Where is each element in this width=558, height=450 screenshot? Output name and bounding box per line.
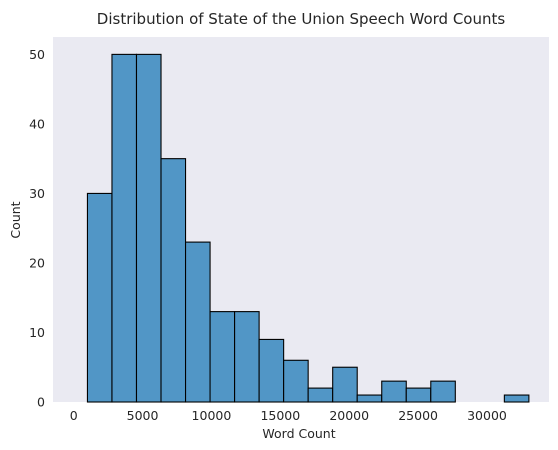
histogram-bar xyxy=(209,311,236,403)
histogram-bar xyxy=(234,311,260,403)
chart-title: Distribution of State of the Union Speec… xyxy=(97,10,506,28)
histogram-bar xyxy=(111,53,138,403)
x-tick-label: 15000 xyxy=(260,408,300,423)
x-tick-label: 0 xyxy=(70,408,78,423)
y-tick-label: 40 xyxy=(29,116,45,131)
histogram-bar xyxy=(135,53,162,403)
histogram-bars xyxy=(86,53,530,403)
x-tick-label: 25000 xyxy=(398,408,438,423)
histogram-bar xyxy=(356,394,383,403)
x-axis-label: Word Count xyxy=(262,426,335,441)
x-tick-labels: 0 5000 10000 15000 20000 25000 30000 xyxy=(70,408,507,423)
histogram-bar xyxy=(381,380,407,403)
x-tick-label: 20000 xyxy=(329,408,369,423)
histogram-bar xyxy=(86,192,113,403)
y-tick-label: 10 xyxy=(29,325,45,340)
y-tick-labels: 0 10 20 30 40 50 xyxy=(29,47,45,410)
histogram-bar xyxy=(258,338,285,403)
x-tick-label: 5000 xyxy=(127,408,159,423)
histogram-bar xyxy=(503,394,530,403)
histogram-bar xyxy=(405,387,432,403)
histogram-bar xyxy=(430,380,456,403)
y-tick-label: 0 xyxy=(37,395,45,410)
histogram-bar xyxy=(307,387,334,403)
histogram-bar xyxy=(184,241,211,403)
x-tick-label: 10000 xyxy=(192,408,232,423)
y-tick-label: 30 xyxy=(29,186,45,201)
histogram-bar xyxy=(283,359,309,403)
y-tick-label: 20 xyxy=(29,255,45,270)
x-tick-label: 30000 xyxy=(467,408,507,423)
histogram-bar xyxy=(160,158,187,403)
y-axis-label: Count xyxy=(8,201,23,238)
histogram-bar xyxy=(332,366,358,403)
y-tick-label: 50 xyxy=(29,47,45,62)
